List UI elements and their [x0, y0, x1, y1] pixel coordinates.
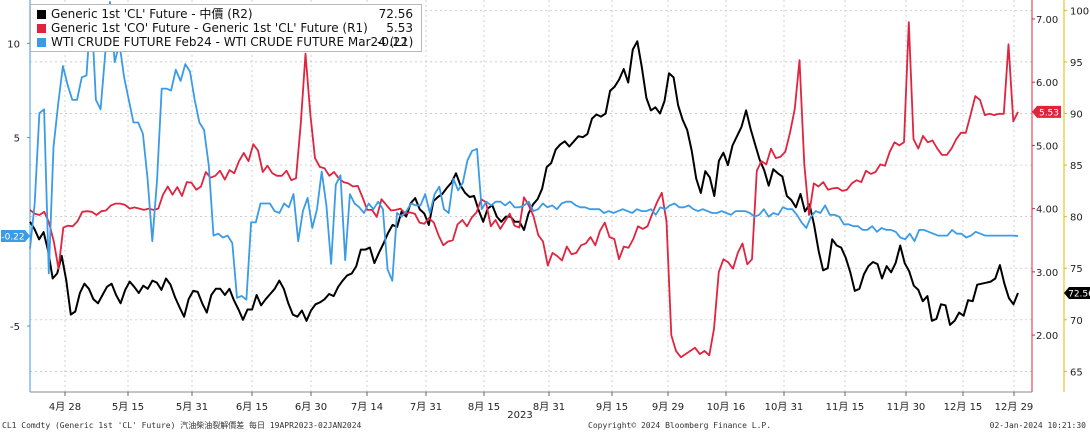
- x-tick-label: 8月 31: [533, 401, 565, 413]
- left-tick-label: 5: [14, 134, 20, 145]
- x-tick-label: 5月 15: [112, 401, 144, 413]
- legend-value: 5.53: [386, 21, 413, 35]
- right-1-tick-label: 4.00: [1036, 205, 1058, 216]
- footer-copyright: Copyright© 2024 Bloomberg Finance L.P.: [588, 421, 772, 430]
- x-tick-label: 10月 31: [765, 401, 804, 413]
- legend-value: -0.22: [377, 35, 409, 49]
- x-tick-label: 12月 29: [995, 401, 1034, 413]
- left-tick-label: -5: [10, 322, 20, 333]
- tag-text: -0.22: [1, 232, 24, 242]
- legend-label: Generic 1st 'CL' Future - 中價 (R2): [51, 7, 253, 21]
- right-2-tick-label: 80: [1070, 213, 1083, 224]
- tag-shape: [1032, 105, 1061, 118]
- legend-label: Generic 1st 'CO' Future - Generic 1st 'C…: [51, 21, 368, 35]
- x-tick-label: 9月 29: [652, 401, 684, 413]
- x-tick-label: 7月 14: [351, 401, 383, 413]
- right-2-tick-label: 90: [1070, 109, 1083, 120]
- left-last-value-tag: -0.22: [1, 229, 30, 242]
- footer-timestamp: 02-Jan-2024 10:21:30: [989, 421, 1086, 430]
- x-tick-label: 6月 30: [295, 401, 327, 413]
- legend-entry-wti-calendar-spread: WTI CRUDE FUTURE Feb24 - WTI CRUDE FUTUR…: [37, 35, 415, 50]
- x-tick-label: 8月 15: [468, 401, 500, 413]
- tag-text: 72.56: [1068, 289, 1090, 299]
- legend-swatch-red: [37, 24, 46, 33]
- series-line-2: [29, 1, 1019, 301]
- x-tick-label: 12月 15: [944, 401, 983, 413]
- right-1-tick-label: 5.00: [1036, 141, 1058, 152]
- series-line-1: [29, 21, 1019, 359]
- right-1-tick-label: 6.00: [1036, 78, 1058, 89]
- footer-security-info: CL1 Comdty (Generic 1st 'CL' Future) 汽油柴…: [2, 421, 362, 430]
- series-line-0: [29, 40, 1019, 326]
- x-tick-label: 5月 31: [176, 401, 208, 413]
- right-2-tick-label: 70: [1070, 316, 1083, 327]
- x-tick-label: 4月 28: [49, 401, 81, 413]
- x-tick-label: 9月 15: [596, 401, 628, 413]
- tag-shape: [1, 229, 30, 242]
- left-tick-label: 10: [7, 39, 20, 50]
- right-1-last-value-tag: 5.53: [1032, 105, 1061, 118]
- right-1-tick-label: 3.00: [1036, 268, 1058, 279]
- right-2-tick-label: 65: [1070, 367, 1083, 378]
- legend-swatch-black: [37, 10, 46, 19]
- legend-value: 72.56: [378, 7, 413, 21]
- x-axis-year-label: 2023: [507, 410, 532, 421]
- right-2-tick-label: 95: [1070, 58, 1083, 69]
- right-2-last-value-tag: 72.56: [1064, 286, 1090, 299]
- tag-shape: [1064, 286, 1090, 299]
- chart-series: [29, 1, 1019, 359]
- legend-label: WTI CRUDE FUTURE Feb24 - WTI CRUDE FUTUR…: [51, 35, 414, 49]
- x-tick-label: 7月 31: [410, 401, 442, 413]
- x-tick-label: 11月 30: [887, 401, 926, 413]
- legend-entry-cl-price: Generic 1st 'CL' Future - 中價 (R2) 72.56: [37, 7, 415, 22]
- x-tick-label: 11月 15: [826, 401, 865, 413]
- chart-axes: 4月 28 5月 15 5月 31 6月 15 6月 30 7月 14 7月 31 8月 15…: [7, 0, 1089, 421]
- legend-swatch-blue: [37, 38, 46, 47]
- legend-entry-co-cl-spread: Generic 1st 'CO' Future - Generic 1st 'C…: [37, 21, 415, 36]
- right-1-tick-label: 7.00: [1036, 15, 1058, 26]
- x-tick-label: 10月 16: [707, 401, 746, 413]
- right-1-tick-label: 2.00: [1036, 331, 1058, 342]
- right-2-tick-label: 100: [1070, 6, 1089, 17]
- right-2-tick-label: 85: [1070, 161, 1083, 172]
- tag-text: 5.53: [1039, 108, 1059, 118]
- x-tick-label: 6月 15: [236, 401, 268, 413]
- footer-bar: CL1 Comdty (Generic 1st 'CL' Future) 汽油柴…: [0, 420, 1090, 432]
- right-2-tick-label: 75: [1070, 264, 1083, 275]
- last-value-tags: -0.22 5.53 72.56: [1, 105, 1090, 299]
- chart-grid: [30, 0, 1032, 392]
- chart-legend: Generic 1st 'CL' Future - 中價 (R2) 72.56 …: [30, 4, 422, 52]
